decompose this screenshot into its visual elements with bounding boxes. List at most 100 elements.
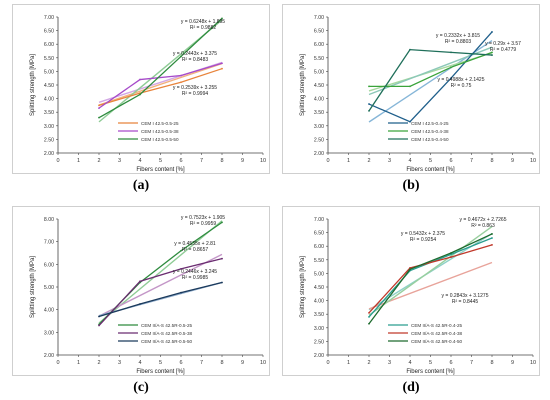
y-tick-label: 5.50 xyxy=(44,56,54,62)
data-point xyxy=(180,291,182,294)
y-tick-label: 6.50 xyxy=(314,29,324,35)
trend-r2: R² = 0.8657 xyxy=(182,247,208,253)
data-point xyxy=(409,268,411,271)
series-line-1 xyxy=(368,31,493,123)
x-tick-label: 5 xyxy=(159,360,162,366)
caption-b: (b) xyxy=(402,178,420,193)
chart-a: 2.00 2.50 3.00 3.50 4.00 4.50 5.00 5.50 6.00 6.50… xyxy=(30,15,266,173)
x-axis-label: Fibers content [%] xyxy=(136,369,185,375)
chart-panel-b: 2.00 2.50 3.00 3.50 4.00 4.50 5.00 5.50 6.00 6.50… xyxy=(282,4,540,174)
x-tick-label: 1 xyxy=(77,158,80,164)
y-tick-label: 6.00 xyxy=(314,244,324,250)
data-point xyxy=(98,324,100,327)
x-tick-label: 4 xyxy=(138,360,141,366)
trend-line xyxy=(98,253,223,317)
x-tick-label: 7 xyxy=(470,360,473,366)
y-tick-label: 4.50 xyxy=(314,285,324,291)
data-point xyxy=(98,107,100,110)
trend-r2: R² = 0.9254 xyxy=(410,237,436,243)
y-tick-label: 7.00 xyxy=(314,217,324,223)
legend-label: CEM I 42.5-0.5-50 xyxy=(141,137,179,142)
data-point xyxy=(491,51,493,54)
caption-d: (d) xyxy=(402,380,420,395)
chart-d: 2.00 2.50 3.00 3.50 4.00 4.50 5.00 5.50 6.00 6.50… xyxy=(300,217,536,375)
data-point xyxy=(409,85,411,88)
data-point xyxy=(98,315,100,318)
series-line-2 xyxy=(98,62,223,109)
y-tick-label: 5.00 xyxy=(314,69,324,75)
data-point xyxy=(450,253,452,256)
data-point xyxy=(221,221,223,224)
x-tick-label: 3 xyxy=(118,158,121,164)
data-point xyxy=(221,62,223,65)
x-tick-label: 0 xyxy=(56,360,59,366)
trend-equation: y = 0.4535x + 2.81 xyxy=(174,241,216,247)
x-tick-label: 2 xyxy=(367,158,370,164)
legend-label: CEM II/A-S 42.5R-0.4-50 xyxy=(411,339,463,344)
x-tick-label: 10 xyxy=(260,360,266,366)
data-point xyxy=(368,322,370,325)
data-point xyxy=(409,120,411,123)
chart-panel-a: 2.00 2.50 3.00 3.50 4.00 4.50 5.00 5.50 6.00 6.50… xyxy=(12,4,270,174)
data-point xyxy=(221,17,223,20)
series-line-3 xyxy=(98,281,223,318)
y-tick-label: 5.00 xyxy=(314,271,324,277)
y-tick-label: 4.50 xyxy=(44,83,54,89)
trend-equation: y = 0.5432x + 2.375 xyxy=(401,231,445,237)
y-tick-label: 3.00 xyxy=(44,124,54,130)
y-tick-label: 7.00 xyxy=(314,15,324,21)
y-tick-label: 5.00 xyxy=(44,285,54,291)
x-tick-label: 8 xyxy=(490,360,493,366)
data-point xyxy=(491,243,493,246)
caption-c: (c) xyxy=(133,380,149,395)
data-point xyxy=(491,31,493,33)
x-tick-label: 10 xyxy=(260,158,266,164)
x-tick-label: 1 xyxy=(77,360,80,366)
trend-equation: y = 0.6248x + 1.895 xyxy=(181,19,225,25)
y-tick-label: 5.50 xyxy=(314,56,324,62)
x-tick-label: 6 xyxy=(449,360,452,366)
y-axis-label: Splitting strength [MPa] xyxy=(30,54,36,116)
y-tick-label: 3.50 xyxy=(314,312,324,318)
chart-panel-c: 2.00 3.00 4.00 5.00 6.00 7.00 8.00 0 1 2 3 4 5 6 7 8 9 10… xyxy=(12,206,270,376)
x-tick-label: 8 xyxy=(220,360,223,366)
x-tick-label: 0 xyxy=(56,158,59,164)
legend-label: CEM II/A-S 42.5R-0.5-50 xyxy=(141,339,193,344)
trend-equation: y = 0.4672x + 2.7265 xyxy=(460,217,507,223)
data-point xyxy=(139,280,141,283)
data-point xyxy=(139,78,141,81)
trend-r2: R² = 0.4779 xyxy=(490,47,516,53)
trend-equation: y = 0.2332x + 3.815 xyxy=(436,33,480,39)
data-point xyxy=(180,81,182,84)
data-point xyxy=(98,116,100,119)
legend-label: CEM I 42.5-0.4-38 xyxy=(411,129,449,134)
data-point xyxy=(221,257,223,260)
data-point xyxy=(368,311,370,314)
data-point xyxy=(180,249,182,252)
x-tick-label: 9 xyxy=(511,360,514,366)
series-line-3 xyxy=(368,233,493,325)
data-point xyxy=(409,48,411,51)
x-tick-label: 6 xyxy=(179,360,182,366)
y-tick-label: 2.50 xyxy=(44,137,54,143)
y-tick-label: 6.50 xyxy=(314,231,324,237)
x-tick-label: 7 xyxy=(200,158,203,164)
y-tick-label: 6.00 xyxy=(44,262,54,268)
y-tick-label: 5.00 xyxy=(44,69,54,75)
x-tick-label: 7 xyxy=(470,158,473,164)
legend-label: CEM II/A-S 42.5R-0.5-38 xyxy=(141,331,193,336)
trend-r2: R² = 0.9985 xyxy=(182,275,208,281)
data-point xyxy=(491,233,493,235)
x-tick-label: 5 xyxy=(429,360,432,366)
y-tick-label: 6.50 xyxy=(44,29,54,35)
x-tick-label: 2 xyxy=(367,360,370,366)
x-axis-label: Fibers content [%] xyxy=(406,369,455,375)
y-tick-label: 6.00 xyxy=(44,42,54,48)
x-tick-label: 10 xyxy=(530,360,536,366)
legend-label: CEM II/A-S 42.5R-0.4-38 xyxy=(411,331,463,336)
data-point xyxy=(450,256,452,258)
x-tick-label: 0 xyxy=(326,360,329,366)
series-line-3 xyxy=(98,17,223,119)
x-tick-label: 9 xyxy=(511,158,514,164)
series-line-2 xyxy=(369,51,493,88)
